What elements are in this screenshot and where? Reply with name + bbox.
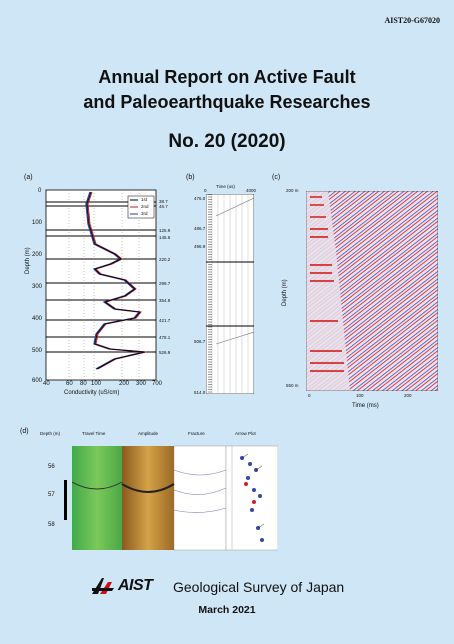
panel-a-xlabel: Conductivity (uS/cm): [64, 390, 120, 396]
panel-d-depth-58: 58: [48, 522, 55, 528]
panel-d-depth-header: Depth (m): [40, 431, 61, 436]
depth-label: 299.7: [159, 281, 171, 286]
panel-d-depth-bar: [64, 480, 67, 520]
panel-b: (b) Time (us) 0 4000 476.0 486.7 496.9 5…: [186, 174, 268, 404]
depth-label: 46.7: [159, 204, 168, 209]
legend-2nd: 2nd: [141, 204, 149, 209]
panel-d-col-arrow: Arrow Plot: [235, 431, 256, 436]
panel-b-waveform: [206, 194, 254, 394]
panel-c: (c) 200 m 550 m Depth (m) 0 100 200 Time…: [272, 174, 440, 414]
panel-d-label: (d): [20, 428, 29, 435]
report-code: AIST20-G67020: [384, 16, 440, 25]
panel-a-ytick-100: 100: [32, 220, 43, 226]
depth-label: 220.2: [159, 257, 171, 262]
panel-a-ytick-0: 0: [38, 188, 42, 194]
depth-label: 421.7: [159, 318, 171, 323]
panel-a-xtick-60: 60: [66, 381, 73, 387]
panel-c-bottom-depth: 550 m: [286, 383, 299, 388]
panel-b-depth: 496.9: [194, 244, 206, 249]
panel-a-ytick-600: 600: [32, 378, 43, 384]
depth-label: 526.9: [159, 350, 171, 355]
panel-a-label: (a): [24, 174, 33, 181]
panel-a-xtick-700: 700: [152, 381, 163, 387]
panel-d-col-travel: Travel Time: [82, 431, 106, 436]
panel-b-depth: 476.0: [194, 196, 206, 201]
panel-a-xtick-80: 80: [80, 381, 87, 387]
panel-b-xtick-4000: 4000: [246, 188, 257, 193]
panel-a-xtick-200: 200: [119, 381, 130, 387]
panel-d-depth-56: 56: [48, 464, 55, 470]
panel-d-col-fracture: Fracture: [188, 431, 205, 436]
panel-c-top-depth: 200 m: [286, 188, 299, 193]
panel-b-label: (b): [186, 174, 195, 181]
panel-c-label: (c): [272, 174, 281, 181]
panel-a-plot: [45, 189, 157, 381]
depth-label: 478.1: [159, 335, 171, 340]
panel-c-xtick-100: 100: [356, 393, 364, 398]
panel-d-depth-57: 57: [48, 492, 55, 498]
panel-a-ylabel: Depth (m): [25, 247, 31, 274]
panel-a-xtick-40: 40: [43, 381, 50, 387]
publication-date: March 2021: [198, 604, 256, 616]
panel-c-xtick-200: 200: [404, 393, 412, 398]
panel-b-depth: 514.0: [194, 390, 206, 395]
publisher-name: Geological Survey of Japan: [173, 579, 345, 595]
panel-b-depth: 506.7: [194, 339, 206, 344]
panel-a-ytick-500: 500: [32, 348, 43, 354]
panel-a-ytick-200: 200: [32, 252, 43, 258]
panel-c-ylabel: Depth (m): [282, 279, 288, 306]
panel-b-depth: 486.7: [194, 226, 206, 231]
depth-label: 38.7: [159, 199, 168, 204]
depth-label: 125.9: [159, 228, 171, 233]
legend-3rd: 3rd: [141, 211, 148, 216]
depth-label: 354.9: [159, 298, 171, 303]
title-line-1: Annual Report on Active Fault: [98, 67, 356, 87]
panel-d: (d) Depth (m) Travel Time Amplitude Frac…: [20, 428, 280, 553]
panel-d-logs: [72, 445, 278, 551]
aist-logo-text: AIST: [118, 577, 153, 594]
panel-c-seismic: [306, 191, 438, 391]
panel-a-ytick-400: 400: [32, 316, 43, 322]
aist-logo-icon: [92, 578, 114, 594]
depth-label: 145.6: [159, 235, 171, 240]
volume-number: No. 20 (2020): [168, 131, 286, 152]
title-line-2: and Paleoearthquake Researches: [83, 92, 371, 112]
panel-c-xlabel: Time (ms): [352, 403, 379, 409]
panel-a-ytick-300: 300: [32, 284, 43, 290]
panel-a-xtick-300: 300: [136, 381, 147, 387]
panel-b-xtick-0: 0: [204, 188, 207, 193]
panel-d-col-amplitude: Amplitude: [138, 431, 159, 436]
panel-b-xlabel: Time (us): [216, 184, 235, 189]
panel-a: (a) 1st 2nd 3rd Depth (m) 0 100 200 300 …: [24, 174, 184, 404]
panel-a-xtick-100: 100: [91, 381, 102, 387]
legend-1st: 1st: [141, 197, 148, 202]
panel-c-xtick-0: 0: [308, 393, 311, 398]
